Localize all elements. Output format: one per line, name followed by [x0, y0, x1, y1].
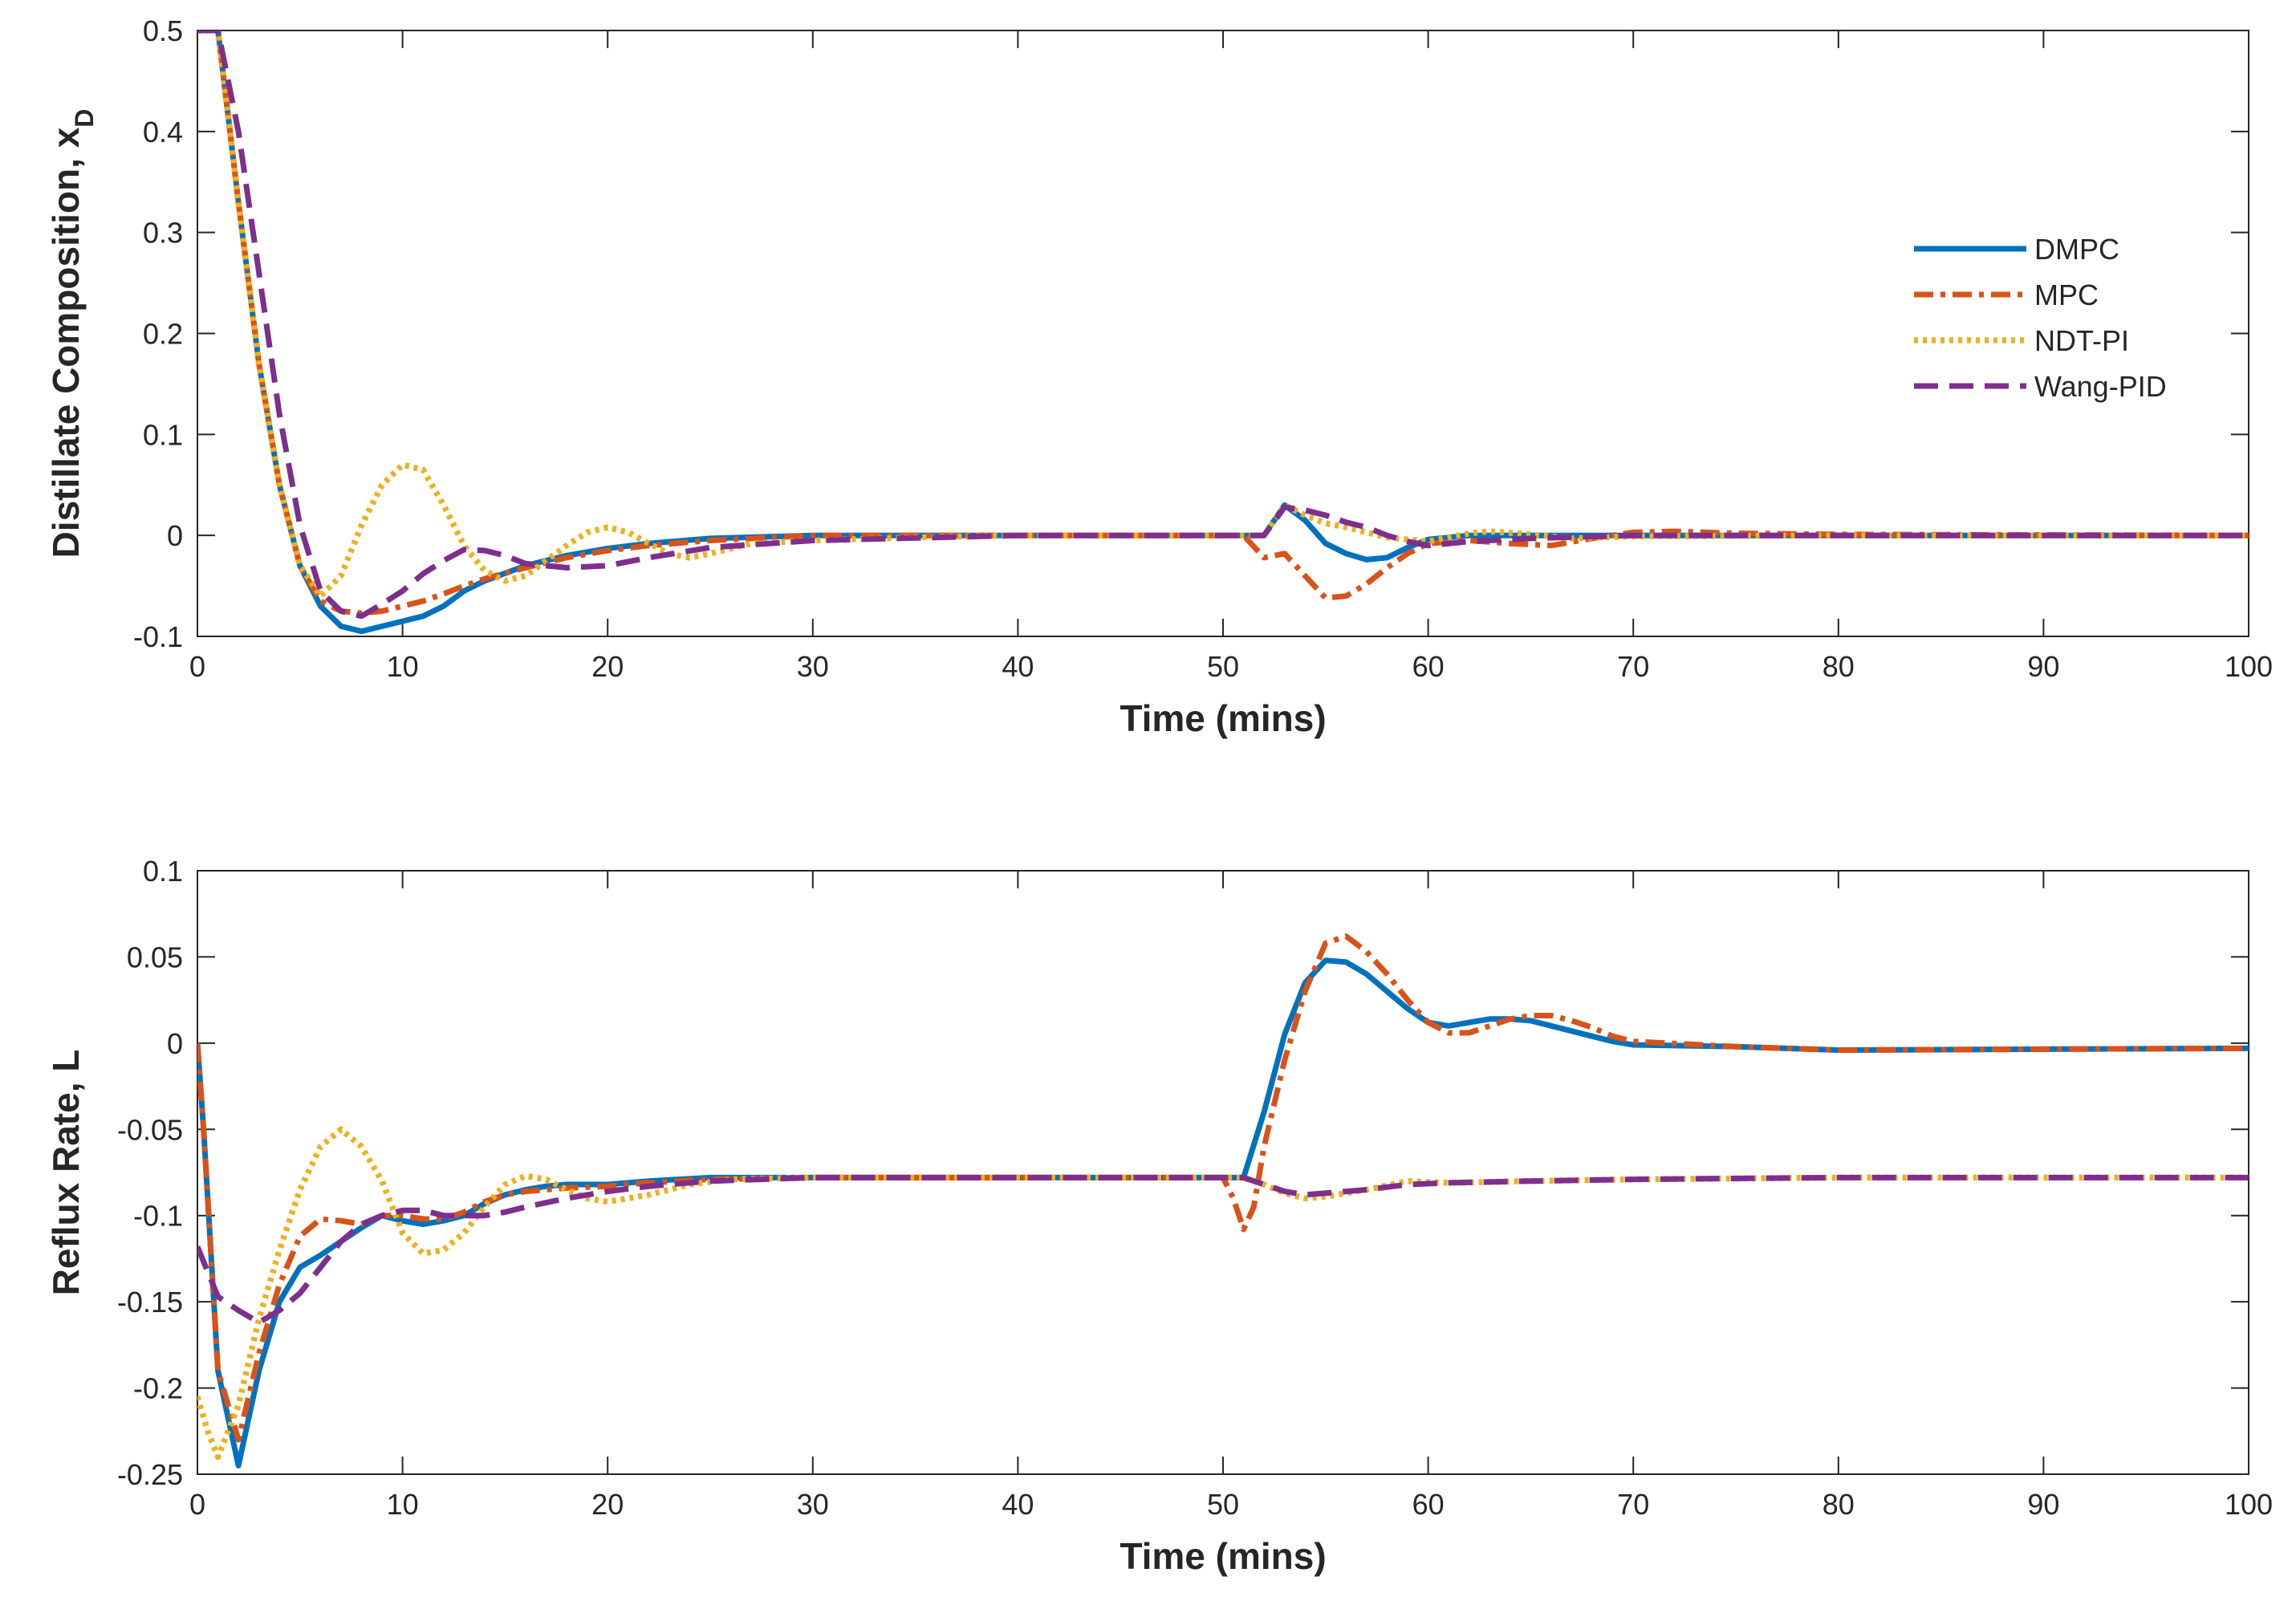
x-tick-label: 100: [2225, 650, 2273, 683]
x-tick-label: 70: [1617, 650, 1649, 683]
x-tick-label: 90: [2027, 650, 2059, 683]
y-tick-label: -0.1: [133, 620, 183, 653]
x-tick-label: 20: [591, 1488, 624, 1521]
legend: DMPC MPC NDT-PI Wang-PID: [1914, 233, 2167, 403]
x-tick-label: 50: [1207, 650, 1239, 683]
legend-label: MPC: [2034, 278, 2099, 311]
y-axis-title: Reflux Rate, L: [45, 1050, 87, 1296]
y-axis-title-subscript: D: [70, 109, 99, 128]
x-tick-label: 80: [1823, 650, 1855, 683]
x-tick-label: 50: [1207, 1488, 1239, 1521]
y-tick-label: 0.05: [127, 941, 183, 973]
x-axis-title: Time (mins): [1120, 1535, 1326, 1577]
y-tick-label: -0.25: [117, 1458, 183, 1491]
legend-label: DMPC: [2034, 233, 2119, 266]
y-tick-label: 0: [167, 519, 183, 552]
y-tick-label: -0.2: [133, 1372, 183, 1405]
y-tick-label: 0.5: [143, 14, 183, 47]
y-tick-label: -0.15: [117, 1286, 183, 1319]
legend-label: NDT-PI: [2034, 324, 2129, 357]
x-tick-label: 10: [387, 650, 419, 683]
x-tick-label: 0: [189, 650, 205, 683]
y-tick-label: -0.1: [133, 1200, 183, 1233]
series-line-wang-pid: [197, 30, 2249, 620]
y-tick-label: 0: [167, 1027, 183, 1060]
x-tick-label: 60: [1412, 1488, 1445, 1521]
x-axis-title: Time (mins): [1120, 697, 1326, 739]
y-tick-label: 0.3: [143, 217, 183, 250]
x-tick-label: 40: [1002, 650, 1034, 683]
x-tick-label: 60: [1412, 650, 1445, 683]
x-tick-label: 20: [591, 650, 624, 683]
series-line-wang-pid: [197, 1174, 2249, 1326]
distillate-composition-plot: 0 10 20 30 40 50 60 70 80 90 100-0.100.10.20.30.40…: [45, 14, 2273, 739]
y-tick-label: 0.1: [143, 418, 183, 451]
legend-label: Wang-PID: [2034, 370, 2167, 403]
x-tick-label: 40: [1002, 1488, 1034, 1521]
reflux-rate-plot: 0 10 20 30 40 50 60 70 80 90 100 -0.25 -0.2 -0.15 -0.1…: [45, 855, 2273, 1577]
x-tick-label: 0: [189, 1488, 205, 1521]
x-tick-label: 90: [2027, 1488, 2059, 1521]
y-tick-label: 0.2: [143, 318, 183, 351]
x-tick-label: 80: [1823, 1488, 1855, 1521]
y-tick-label: -0.05: [117, 1113, 183, 1146]
y-tick-label: 0.1: [143, 855, 183, 888]
x-tick-label: 70: [1617, 1488, 1649, 1521]
x-tick-label: 30: [797, 650, 829, 683]
x-tick-label: 100: [2225, 1488, 2273, 1521]
y-tick-label: 0.4: [143, 116, 183, 148]
x-tick-label: 10: [387, 1488, 419, 1521]
x-tick-label: 30: [797, 1488, 829, 1521]
